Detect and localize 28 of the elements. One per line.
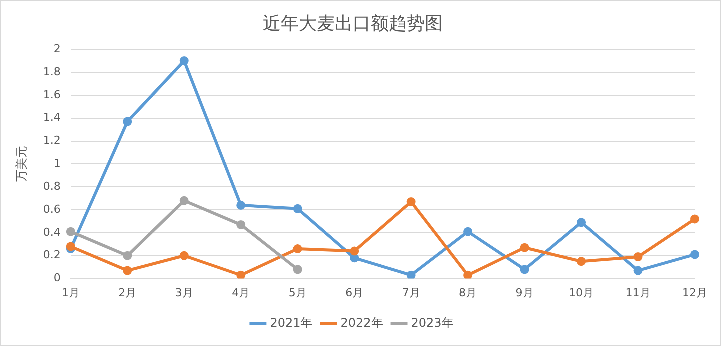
x-tick-label: 9月 [516,286,534,300]
y-tick-label: 1.6 [43,88,61,102]
chart-title: 近年大麦出口额趋势图 [263,13,443,34]
x-tick-label: 6月 [346,286,364,300]
legend-label: 2023年 [411,316,454,330]
y-tick-label: 0.8 [43,180,61,193]
x-tick-label: 8月 [459,286,478,300]
y-tick-label: 2 [54,42,61,56]
legend-label: 2022年 [340,316,384,330]
y-tick-label: 0 [54,272,61,285]
x-tick-label: 11月 [626,286,651,300]
x-tick-label: 4月 [232,286,250,300]
x-tick-label: 10月 [569,286,594,300]
y-tick-label: 0.6 [43,202,61,216]
y-tick-label: 0.4 [43,226,61,239]
x-tick-label: 12月 [682,286,708,300]
x-tick-label: 5月 [288,286,307,300]
y-tick-label: 1.8 [43,65,61,78]
legend-label: 2021年 [270,316,313,330]
x-tick-label: 1月 [62,286,80,300]
y-tick-label: 1.2 [43,134,61,148]
x-tick-label: 3月 [175,286,194,300]
x-tick-label: 2月 [118,286,137,300]
y-tick-label: 1 [54,157,61,170]
y-tick-label: 1.4 [43,111,61,124]
y-axis-title: 万美元 [14,146,28,182]
y-tick-label: 0.2 [43,248,61,262]
x-tick-label: 7月 [402,286,420,300]
